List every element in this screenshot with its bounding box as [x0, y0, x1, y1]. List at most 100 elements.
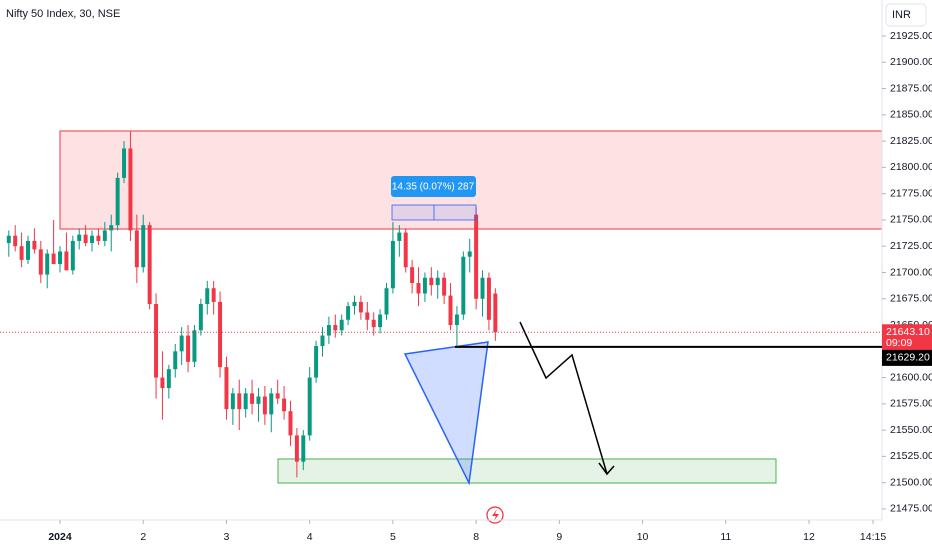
candle-body	[122, 148, 127, 178]
last-price-box	[882, 324, 932, 351]
candle-body	[307, 377, 312, 436]
candle-body	[218, 301, 223, 368]
candle-body	[352, 301, 357, 307]
candle-body	[58, 251, 63, 265]
candle-body	[32, 240, 37, 250]
candle-body	[160, 377, 165, 389]
y-tick-label: 21600.00	[890, 371, 932, 383]
candle-body	[294, 435, 299, 462]
candle-body	[83, 234, 88, 244]
candle-body	[230, 393, 235, 410]
candle-body	[102, 230, 107, 241]
y-tick-label: 21500.00	[890, 476, 932, 488]
y-tick-label: 21925.00	[890, 30, 932, 42]
x-tick-label: 4	[307, 531, 313, 543]
candle-body	[147, 225, 152, 305]
y-tick-label: 21550.00	[890, 424, 932, 436]
candle-body	[275, 393, 280, 399]
chart-title: Nifty 50 Index, 30, NSE	[6, 8, 120, 20]
x-tick-label: 11	[720, 531, 731, 543]
candle-body	[333, 325, 338, 331]
candle-body	[45, 253, 50, 275]
candle-body	[51, 253, 56, 265]
candle-body	[186, 335, 191, 362]
candle-body	[416, 282, 421, 294]
candle-body	[320, 335, 325, 347]
candle-body	[435, 277, 440, 286]
candle-body	[384, 288, 389, 315]
y-tick-label: 21900.00	[890, 56, 932, 68]
candle-body	[96, 235, 101, 241]
candle-body	[493, 293, 498, 333]
path-arrow	[519, 321, 608, 475]
candle-body	[378, 314, 383, 328]
candle-body	[403, 232, 408, 268]
hline-box	[882, 349, 932, 366]
candle-body	[371, 319, 376, 328]
y-tick-label: 21475.00	[890, 503, 932, 515]
candle-body	[269, 393, 274, 415]
candle-body	[461, 256, 466, 315]
y-tick-label: 21725.00	[890, 240, 932, 252]
drawings-top: 14.35 (0.07%) 287	[391, 176, 615, 524]
candle-body	[390, 240, 395, 289]
candle-body	[198, 304, 203, 331]
candle-body	[173, 351, 178, 370]
candle-body	[474, 214, 479, 299]
candle-body	[205, 288, 210, 305]
candle-body	[326, 325, 331, 336]
candle-body	[282, 398, 287, 412]
y-tick-label: 21675.00	[890, 293, 932, 305]
countdown: 09:09	[886, 337, 912, 349]
candle-body	[442, 277, 447, 296]
y-tick-label: 21825.00	[890, 135, 932, 147]
last-price-label: 21643.10	[886, 326, 930, 338]
axes: 21475.00 21500.00 21525.00 21550.00 21575.00…	[0, 30, 932, 543]
candle-body	[128, 148, 133, 231]
candle-body	[115, 177, 120, 226]
currency-button[interactable]	[885, 3, 927, 27]
y-tick-label: 21875.00	[890, 82, 932, 94]
x-tick-label: 2	[140, 531, 146, 543]
measure-label: 14.35 (0.07%) 287	[392, 182, 475, 193]
x-tick-label: 2024	[48, 531, 72, 543]
candle-body	[179, 335, 184, 352]
candle-body	[224, 367, 229, 410]
candle-body	[77, 234, 82, 241]
x-tick-label: 10	[637, 531, 649, 543]
candle-body	[90, 235, 95, 244]
replay-icon[interactable]	[486, 506, 504, 524]
candle-body	[454, 314, 459, 326]
x-tick-label: 3	[224, 531, 230, 543]
candle-body	[358, 301, 363, 313]
x-tick-label: 8	[473, 531, 479, 543]
candle-body	[166, 369, 171, 389]
measure-label-box	[391, 176, 476, 197]
y-tick-label: 21800.00	[890, 161, 932, 173]
arrow-head	[598, 462, 615, 476]
candle-body	[262, 396, 267, 415]
candle-body	[365, 312, 370, 320]
y-tick-label: 21750.00	[890, 214, 932, 226]
candle-body	[70, 240, 75, 271]
candle-body	[339, 319, 344, 331]
candle-body	[397, 232, 402, 241]
y-tick-label: 21700.00	[890, 266, 932, 278]
currency[interactable]: INR	[892, 9, 911, 21]
candle-body	[301, 435, 306, 462]
candle-body	[237, 393, 242, 410]
candle-body	[26, 240, 30, 260]
y-tick-label: 21850.00	[890, 109, 932, 121]
candle-body	[192, 330, 197, 362]
candle-body	[256, 396, 261, 404]
candle-body	[429, 277, 434, 286]
candle-body	[486, 277, 491, 320]
candle-body	[134, 230, 139, 268]
replay-bolt	[492, 509, 499, 521]
x-tick-label: 9	[556, 531, 562, 543]
candle-body	[6, 235, 11, 244]
hline-label: 21629.20	[886, 352, 930, 364]
candles	[6, 131, 498, 478]
